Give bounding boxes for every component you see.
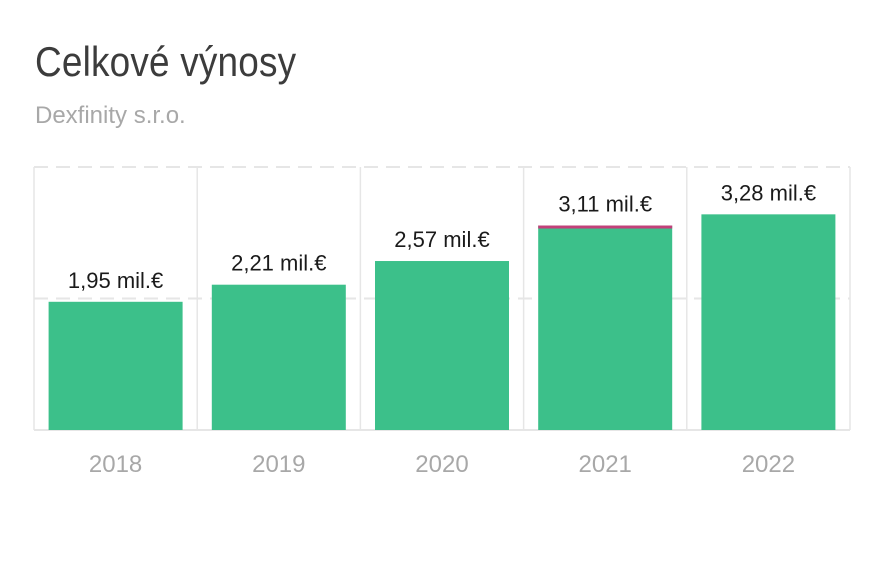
value-label-2021: 3,11 mil.€ [558, 192, 652, 217]
x-tick-label-2020: 2020 [415, 451, 468, 478]
bar-2020[interactable] [375, 261, 509, 430]
value-label-2022: 3,28 mil.€ [721, 180, 816, 205]
value-label-2019: 2,21 mil.€ [231, 251, 326, 276]
x-tick-label-2018: 2018 [89, 451, 142, 478]
bar-2022[interactable] [701, 214, 836, 430]
chart-subtitle: Dexfinity s.r.o. [35, 102, 186, 129]
x-axis-tick-labels: 2018 2019 2020 2021 2022 [89, 451, 795, 478]
x-tick-label-2022: 2022 [742, 451, 795, 478]
value-label-2018: 1,95 mil.€ [68, 268, 163, 293]
bar-2019[interactable] [211, 284, 346, 430]
bar-2021[interactable] [538, 225, 673, 430]
bar-2018[interactable] [48, 301, 183, 430]
bar-highlight-2021 [538, 225, 673, 229]
x-tick-label-2021: 2021 [579, 451, 632, 478]
bars [48, 214, 836, 430]
x-tick-label-2019: 2019 [252, 451, 305, 478]
value-label-2020: 2,57 mil.€ [394, 227, 489, 252]
chart-title: Celkové výnosy [35, 38, 297, 85]
value-labels: 1,95 mil.€ 2,21 mil.€ 2,57 mil.€ 3,11 mil.€… [68, 180, 816, 292]
